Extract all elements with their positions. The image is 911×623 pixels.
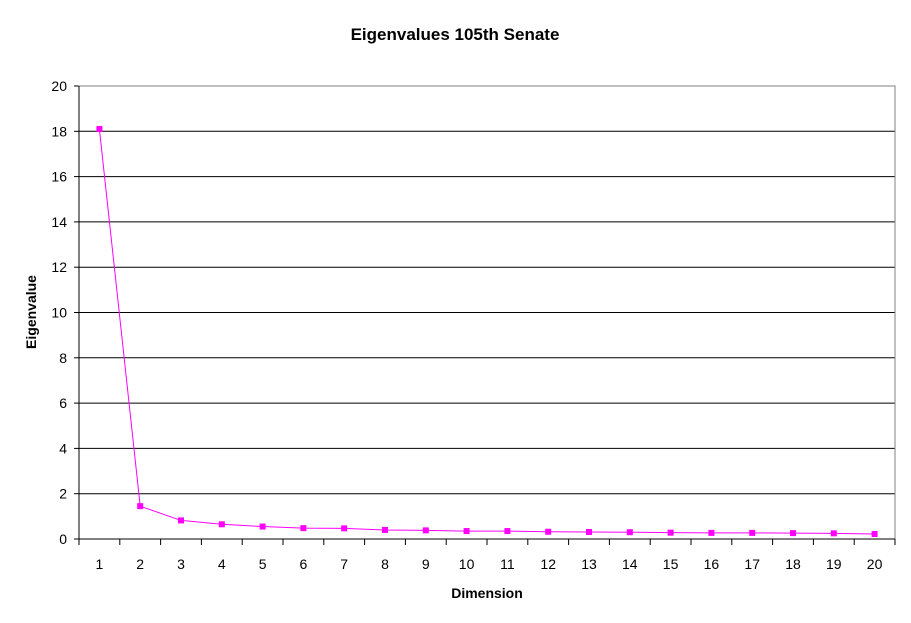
x-tick-label: 15 [663,556,679,572]
data-point [504,528,511,535]
y-tick-label: 16 [51,169,67,185]
y-tick-label: 20 [51,78,67,94]
data-point [871,531,878,538]
x-tick-label: 6 [300,556,308,572]
x-tick-label: 19 [826,556,842,572]
data-point [259,523,266,530]
data-point [790,530,796,537]
x-tick-label: 9 [422,556,430,572]
data-point [96,126,103,133]
chart-title: Eigenvalues 105th Senate [351,25,560,44]
y-tick-label: 6 [59,395,67,411]
y-tick-label: 18 [51,123,67,139]
data-point [586,528,592,535]
y-tick-label: 14 [51,214,67,230]
x-tick-label: 7 [340,556,348,572]
y-axis-title: Eigenvalue [23,275,39,349]
x-tick-label: 4 [218,556,226,572]
y-tick-label: 2 [59,486,67,502]
data-point [178,517,184,524]
x-tick-label: 17 [744,556,760,572]
data-point [341,525,348,532]
data-point [382,526,388,533]
x-tick-label: 11 [500,556,515,572]
data-point [708,529,715,536]
x-tick-label: 1 [96,556,104,572]
x-tick-label: 20 [867,556,883,572]
x-tick-label: 10 [459,556,475,572]
x-tick-label: 14 [622,556,638,572]
data-point [667,529,674,536]
x-tick-label: 3 [177,556,185,572]
y-tick-label: 10 [51,305,67,321]
series-line [98,128,875,535]
data-point [626,529,633,536]
data-point [463,528,470,535]
data-point [300,525,307,532]
data-point [218,521,225,528]
y-tick-label: 4 [59,440,67,456]
data-point [749,529,756,536]
y-tick-label: 0 [59,531,67,547]
data-point [545,528,552,535]
y-tick-label: 8 [59,350,67,366]
x-tick-label: 13 [581,556,597,572]
data-point [422,527,429,534]
data-point [830,530,837,537]
x-tick-label: 16 [704,556,720,572]
x-tick-label: 12 [540,556,556,572]
y-tick-label: 12 [51,259,67,275]
x-tick-label: 18 [785,556,801,572]
data-point [137,503,144,510]
axes [74,85,896,545]
data-series [96,126,878,538]
x-tick-label: 8 [381,556,389,572]
x-tick-label: 5 [259,556,267,572]
x-tick-label: 2 [136,556,144,572]
x-axis-title: Dimension [451,585,523,601]
gridlines [79,85,895,495]
